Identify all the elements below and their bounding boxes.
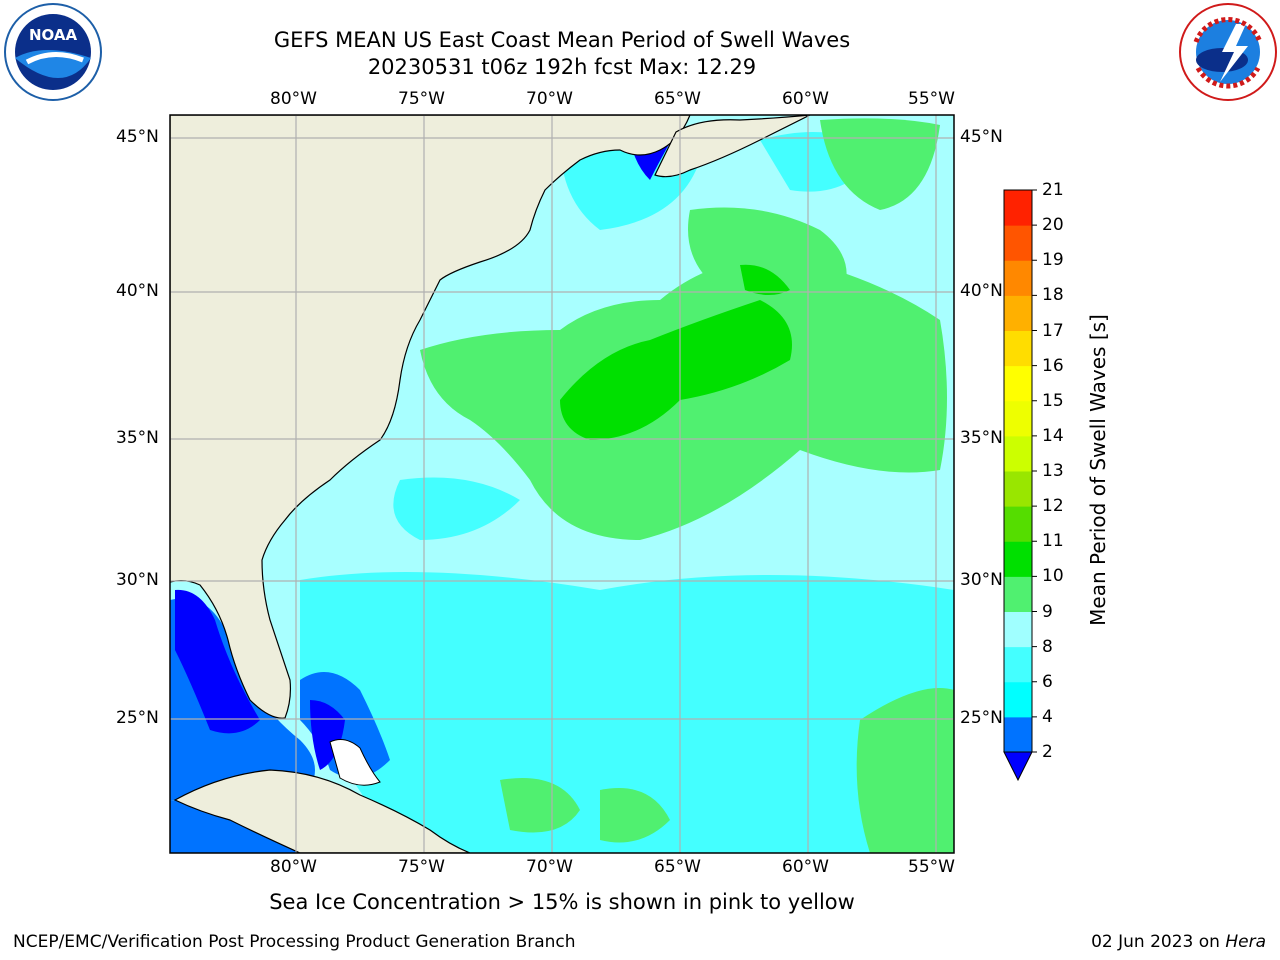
lat-label-35n-left: 35°N — [116, 428, 159, 448]
colorbar-swatch — [1004, 295, 1032, 331]
lon-label-75w-bottom: 75°W — [398, 857, 445, 877]
lon-label-60w-top: 60°W — [782, 89, 829, 109]
colorbar-swatch — [1004, 225, 1032, 261]
lon-label-55w-top: 55°W — [908, 89, 955, 109]
colorbar-tick-label: 6 — [1042, 671, 1053, 692]
map-subtitle: 20230531 t06z 192h fcst Max: 12.29 — [367, 55, 757, 79]
generated-date: 02 Jun 2023 on Hera — [1091, 932, 1266, 952]
svg-text:NOAA: NOAA — [29, 26, 78, 44]
lon-label-65w-bottom: 65°W — [654, 857, 701, 877]
colorbar-swatch — [1004, 435, 1032, 472]
lat-label-25n-left: 25°N — [116, 708, 159, 728]
lat-label-25n-right: 25°N — [960, 708, 1003, 728]
colorbar-tick-label: 8 — [1042, 636, 1053, 657]
colorbar-swatch — [1004, 330, 1032, 367]
colorbar-swatch — [1004, 646, 1032, 683]
credit-text: NCEP/EMC/Verification Post Processing Pr… — [13, 932, 576, 952]
colorbar-swatch — [1004, 716, 1032, 753]
colorbar-swatch — [1004, 681, 1032, 718]
cuba-land — [173, 769, 471, 853]
lon-label-65w-top: 65°W — [654, 89, 701, 109]
colorbar-tick-label: 19 — [1042, 250, 1064, 271]
colorbar-tick-label: 20 — [1042, 215, 1064, 236]
us-mainland-land — [170, 115, 691, 719]
colorbar-swatch — [1004, 190, 1032, 226]
colorbar-tick-label: 4 — [1042, 706, 1053, 727]
colorbar-swatch — [1004, 400, 1032, 437]
lon-label-70w-bottom: 70°W — [526, 857, 573, 877]
date-text: 02 Jun 2023 on — [1091, 932, 1220, 952]
colorbar — [1003, 189, 1037, 782]
lon-label-75w-top: 75°W — [398, 89, 445, 109]
colorbar-swatch — [1004, 471, 1032, 507]
colorbar-tick-label: 14 — [1042, 425, 1064, 446]
colorbar-tick-label: 2 — [1042, 742, 1053, 762]
colorbar-tick-label: 15 — [1042, 390, 1064, 411]
lon-label-80w-top: 80°W — [270, 89, 317, 109]
sea-ice-note: Sea Ice Concentration > 15% is shown in … — [269, 890, 855, 914]
lat-label-45n-left: 45°N — [116, 127, 159, 147]
nova-scotia-land — [654, 115, 811, 178]
colorbar-tick-label: 13 — [1042, 461, 1064, 481]
colorbar-tick-label: 18 — [1042, 285, 1064, 306]
lat-label-30n-left: 30°N — [116, 570, 159, 590]
grid-lines — [170, 115, 954, 853]
bahamas-land — [329, 739, 381, 786]
lon-label-70w-top: 70°W — [526, 89, 573, 109]
host-name: Hera — [1225, 932, 1266, 952]
colorbar-tick-label: 12 — [1042, 496, 1064, 517]
plot-frame — [169, 114, 955, 854]
colorbar-swatch — [1004, 611, 1032, 648]
colorbar-tick-label: 17 — [1042, 320, 1064, 341]
colorbar-swatch — [1004, 541, 1032, 577]
lat-label-40n-left: 40°N — [116, 281, 159, 301]
colorbar-tick-label: 21 — [1042, 180, 1064, 200]
colorbar-title: Mean Period of Swell Waves [s] — [1086, 314, 1110, 626]
colorbar-tick-label: 16 — [1042, 355, 1064, 376]
nws-logo-icon — [1178, 2, 1278, 102]
colorbar-swatch — [1004, 506, 1032, 542]
map-title: GEFS MEAN US East Coast Mean Period of S… — [273, 28, 851, 52]
lat-label-30n-right: 30°N — [960, 570, 1003, 590]
bright-green-region-10s — [560, 264, 792, 440]
lon-label-55w-bottom: 55°W — [908, 857, 955, 877]
lat-label-35n-right: 35°N — [960, 428, 1003, 448]
lat-label-45n-right: 45°N — [960, 127, 1003, 147]
colorbar-swatch — [1004, 365, 1032, 402]
colorbar-tick-label: 10 — [1042, 566, 1064, 587]
colorbar-swatch — [1004, 576, 1032, 612]
colorbar-tick-label: 9 — [1042, 601, 1053, 622]
lon-label-60w-bottom: 60°W — [782, 857, 829, 877]
colorbar-tick-label: 11 — [1042, 531, 1064, 552]
noaa-logo-icon: NOAA — [3, 2, 103, 102]
lat-label-40n-right: 40°N — [960, 281, 1003, 301]
colorbar-under-arrow — [1003, 751, 1033, 782]
colorbar-swatch — [1004, 260, 1032, 296]
lon-label-80w-bottom: 80°W — [270, 857, 317, 877]
